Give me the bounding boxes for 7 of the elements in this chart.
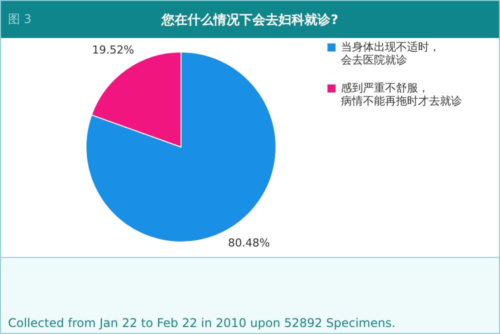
caption: 图 3	[8, 11, 32, 28]
data-label: 80.48%	[228, 236, 270, 250]
legend-label: 当身体出现不适时，会去医院就诊	[341, 40, 440, 66]
chart-title: 您在什么情况下会去妇科就诊?	[162, 13, 338, 28]
legend-label: 感到严重不舒服，病情不能再拖时才去就诊	[341, 82, 462, 108]
text: Collected from Jan 22 to Feb 22 in 2010 upon 52892 Specimens.	[8, 316, 396, 330]
data-label: 19.52%	[92, 44, 134, 56]
